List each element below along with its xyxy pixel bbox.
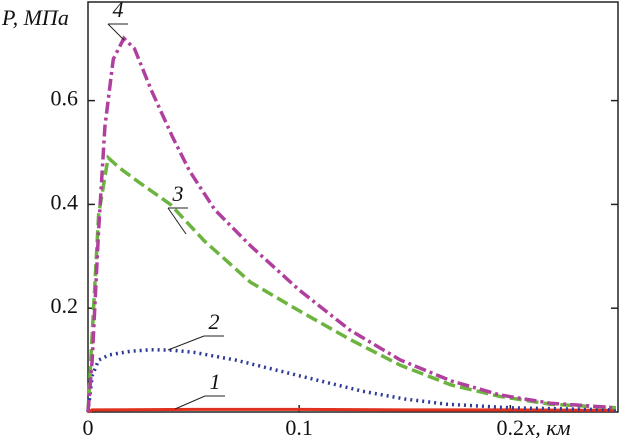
plot-frame (87, 1, 619, 413)
y-axis-label: P, МПа (1, 5, 69, 30)
x-tick-label: 0.1 (285, 415, 313, 440)
curve-label: 3 (172, 181, 184, 206)
series-line (86, 154, 616, 413)
leader-line (107, 23, 125, 41)
curve-label: 1 (210, 369, 221, 394)
leader-line (167, 335, 205, 351)
x-axis-label: x, км (524, 415, 570, 440)
curve-label: 4 (113, 0, 124, 22)
y-tick-label: 0.2 (51, 293, 79, 318)
curve-label: 2 (209, 309, 220, 334)
y-tick-label: 0.4 (51, 189, 79, 214)
y-tick-label: 0.6 (51, 86, 79, 111)
leader-line (167, 207, 187, 235)
series-line (86, 35, 617, 413)
x-tick-label: 0 (83, 415, 94, 440)
x-tick-label: 0.2 (497, 415, 525, 440)
series-line (87, 407, 616, 414)
leader-line (174, 395, 206, 410)
